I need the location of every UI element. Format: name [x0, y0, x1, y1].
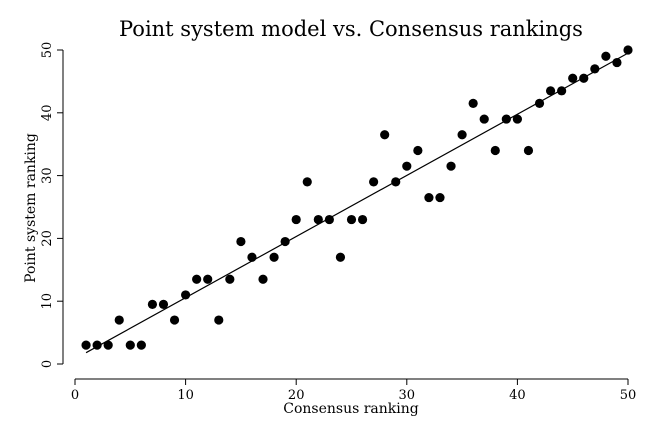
data-point [313, 214, 323, 225]
data-point [623, 45, 633, 55]
data-point [247, 252, 257, 262]
data-point [324, 214, 334, 225]
data-point [402, 161, 412, 171]
data-point [446, 161, 456, 171]
data-point [501, 114, 511, 124]
y-tick-label: 40 [40, 105, 55, 122]
data-point [92, 340, 102, 350]
data-points [81, 45, 633, 354]
data-point [435, 192, 445, 203]
data-point [579, 73, 589, 83]
data-point [568, 73, 578, 83]
data-point [369, 177, 379, 187]
data-point [158, 299, 169, 309]
x-tick-label: 10 [177, 388, 194, 403]
data-point [114, 315, 124, 325]
data-point [214, 315, 224, 325]
data-point [181, 290, 191, 300]
data-point [512, 114, 523, 124]
data-point [380, 130, 390, 140]
x-tick-label: 30 [399, 388, 416, 403]
data-point [468, 98, 478, 108]
data-point [236, 236, 246, 247]
data-point [192, 274, 202, 284]
data-point [103, 340, 113, 350]
x-tick-label: 40 [509, 388, 526, 403]
x-tick-label: 0 [71, 388, 79, 403]
data-point [457, 130, 467, 140]
data-point [523, 145, 534, 156]
data-point [413, 145, 423, 156]
y-axis-label: Point system ranking [23, 133, 39, 283]
x-tick-label: 20 [288, 388, 305, 403]
data-point [601, 51, 611, 61]
data-point [280, 236, 290, 247]
y-tick-label: 30 [40, 167, 55, 184]
data-point [147, 299, 158, 309]
data-point [590, 64, 600, 74]
data-point [490, 145, 500, 156]
data-point [169, 315, 180, 325]
axes: 0 10 20 30 40 50 0 10 20 30 40 50 [40, 42, 636, 403]
data-point [125, 340, 135, 350]
data-point [557, 86, 567, 96]
y-tick-label: 50 [40, 42, 55, 59]
data-point [612, 57, 622, 68]
data-point [424, 192, 434, 203]
y-tick-label: 20 [40, 230, 55, 247]
y-tick-label: 0 [40, 360, 55, 368]
data-point [391, 177, 401, 187]
data-point [545, 86, 556, 96]
data-point [479, 114, 489, 124]
data-point [136, 340, 146, 350]
data-point [346, 214, 357, 225]
data-point [335, 252, 346, 262]
data-point [357, 214, 368, 225]
data-point [203, 274, 213, 284]
data-point [258, 274, 268, 284]
data-point [225, 274, 235, 284]
chart-title: Point system model vs. Consensus ranking… [119, 17, 583, 41]
data-point [291, 214, 301, 225]
data-point [81, 340, 91, 350]
x-tick-label: 50 [620, 388, 637, 403]
fit-line [85, 52, 629, 354]
data-point [534, 98, 545, 108]
y-tick-label: 10 [40, 293, 55, 310]
data-point [302, 177, 312, 187]
data-point [269, 252, 279, 262]
x-axis-label: Consensus ranking [283, 401, 419, 417]
